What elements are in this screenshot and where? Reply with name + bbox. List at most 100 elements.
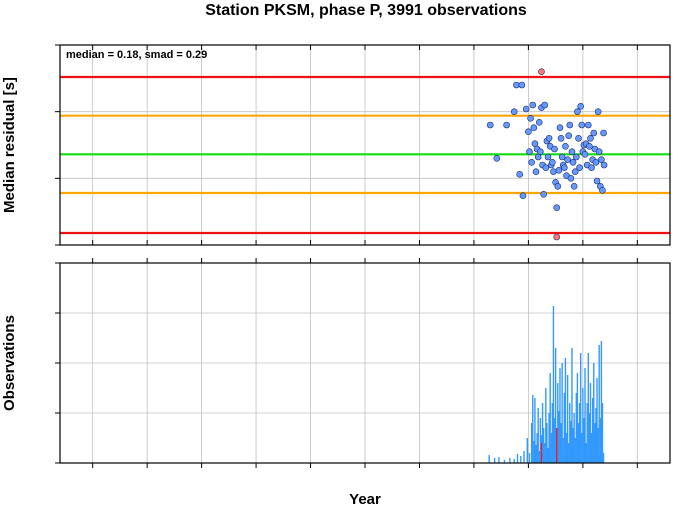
residual-point (581, 151, 589, 158)
observation-bar (591, 398, 594, 463)
residual-point (535, 119, 543, 126)
observation-bar (584, 368, 586, 463)
observation-bar (595, 408, 597, 463)
residual-point (486, 121, 494, 129)
observation-bar (560, 423, 562, 463)
residual-point (575, 135, 582, 142)
residual-point (551, 145, 558, 153)
observation-bar (509, 458, 511, 463)
residual-point (585, 121, 592, 129)
observation-bar (602, 453, 605, 463)
observation-bar (593, 363, 595, 463)
residual-point (522, 105, 530, 113)
observation-bar (596, 378, 598, 463)
observation-bar (571, 348, 573, 463)
residual-point (592, 159, 600, 166)
observation-bar (551, 403, 554, 463)
residual-point (595, 148, 603, 155)
observation-bar (582, 388, 584, 463)
observation-bar (513, 459, 515, 463)
residual-point (527, 115, 534, 122)
observation-bar (546, 423, 548, 463)
observation-bar (554, 348, 557, 463)
observation-bar (597, 428, 599, 463)
observation-bar (530, 423, 533, 463)
residual-point (587, 135, 594, 142)
observation-bar (574, 438, 576, 463)
observation-bar (534, 398, 536, 463)
observation-bar (536, 433, 538, 463)
observation-bar (548, 413, 550, 463)
residual-point (570, 183, 578, 190)
residual-point (554, 183, 562, 190)
residual-point (588, 164, 595, 171)
residual-point (529, 101, 537, 109)
residual-point (561, 164, 568, 171)
residual-point (567, 175, 575, 182)
residual-point (493, 155, 501, 162)
observation-bar (588, 413, 591, 463)
residual-point (525, 128, 532, 135)
observation-bar (585, 443, 587, 463)
residual-point (556, 124, 564, 131)
observation-bar (535, 445, 537, 463)
observations-panel: Observations Year (1, 258, 671, 508)
observation-bar (498, 457, 500, 463)
observation-bar (557, 383, 559, 463)
residual-y-axis-label: Median residual [s] (1, 77, 18, 213)
residual-point (600, 161, 608, 169)
observation-bar (559, 368, 561, 463)
residual-point (530, 124, 538, 131)
residual-panel-frame (59, 44, 671, 246)
residual-point (542, 164, 550, 171)
residual-point (566, 121, 574, 129)
year-x-axis-label: Year (349, 491, 381, 508)
residual-point (541, 101, 549, 109)
observation-bar (542, 428, 545, 463)
residual-point (578, 121, 586, 129)
statistics-annotation: median = 0.18, smad = 0.29 (66, 49, 207, 61)
observation-bar (561, 363, 563, 463)
residual-point (557, 135, 565, 142)
observation-bar (579, 353, 582, 463)
residual-point (562, 143, 569, 150)
observation-bar (488, 455, 490, 463)
observation-bar (526, 438, 529, 463)
residual-point (540, 191, 547, 198)
observation-bar (575, 393, 578, 463)
residual-point (586, 143, 593, 150)
residual-point (549, 159, 556, 166)
observation-bar (564, 358, 567, 463)
observation-bar (563, 393, 566, 463)
residual-point (568, 148, 576, 155)
residual-point (571, 168, 579, 175)
observation-bar (598, 345, 600, 463)
residual-point (510, 108, 518, 115)
residual-point (503, 121, 510, 129)
observation-bar (573, 413, 575, 463)
observations-panel-frame (59, 262, 671, 464)
observation-bar (565, 433, 568, 463)
observation-bar (594, 423, 596, 463)
observation-bar (578, 403, 581, 463)
observation-bar (586, 403, 588, 463)
residual-point (558, 153, 566, 161)
observation-bar (589, 383, 592, 463)
residual-point (532, 168, 540, 175)
residual-point (599, 187, 606, 194)
observation-bar (587, 353, 590, 463)
residual-panel: median = 0.18, smad = 0.29 Median residu… (1, 44, 671, 246)
observation-bar (549, 373, 551, 463)
observation-bar (570, 421, 572, 463)
observation-bar (601, 403, 604, 463)
observation-bar (566, 375, 569, 463)
residual-point (544, 153, 552, 161)
observation-bar (541, 403, 544, 463)
residual-point (600, 129, 607, 137)
residual-point (537, 148, 544, 155)
observations-y-axis-label: Observations (1, 315, 18, 411)
residual-point (573, 153, 580, 161)
residual-point (513, 81, 520, 89)
residual-point (590, 129, 598, 137)
